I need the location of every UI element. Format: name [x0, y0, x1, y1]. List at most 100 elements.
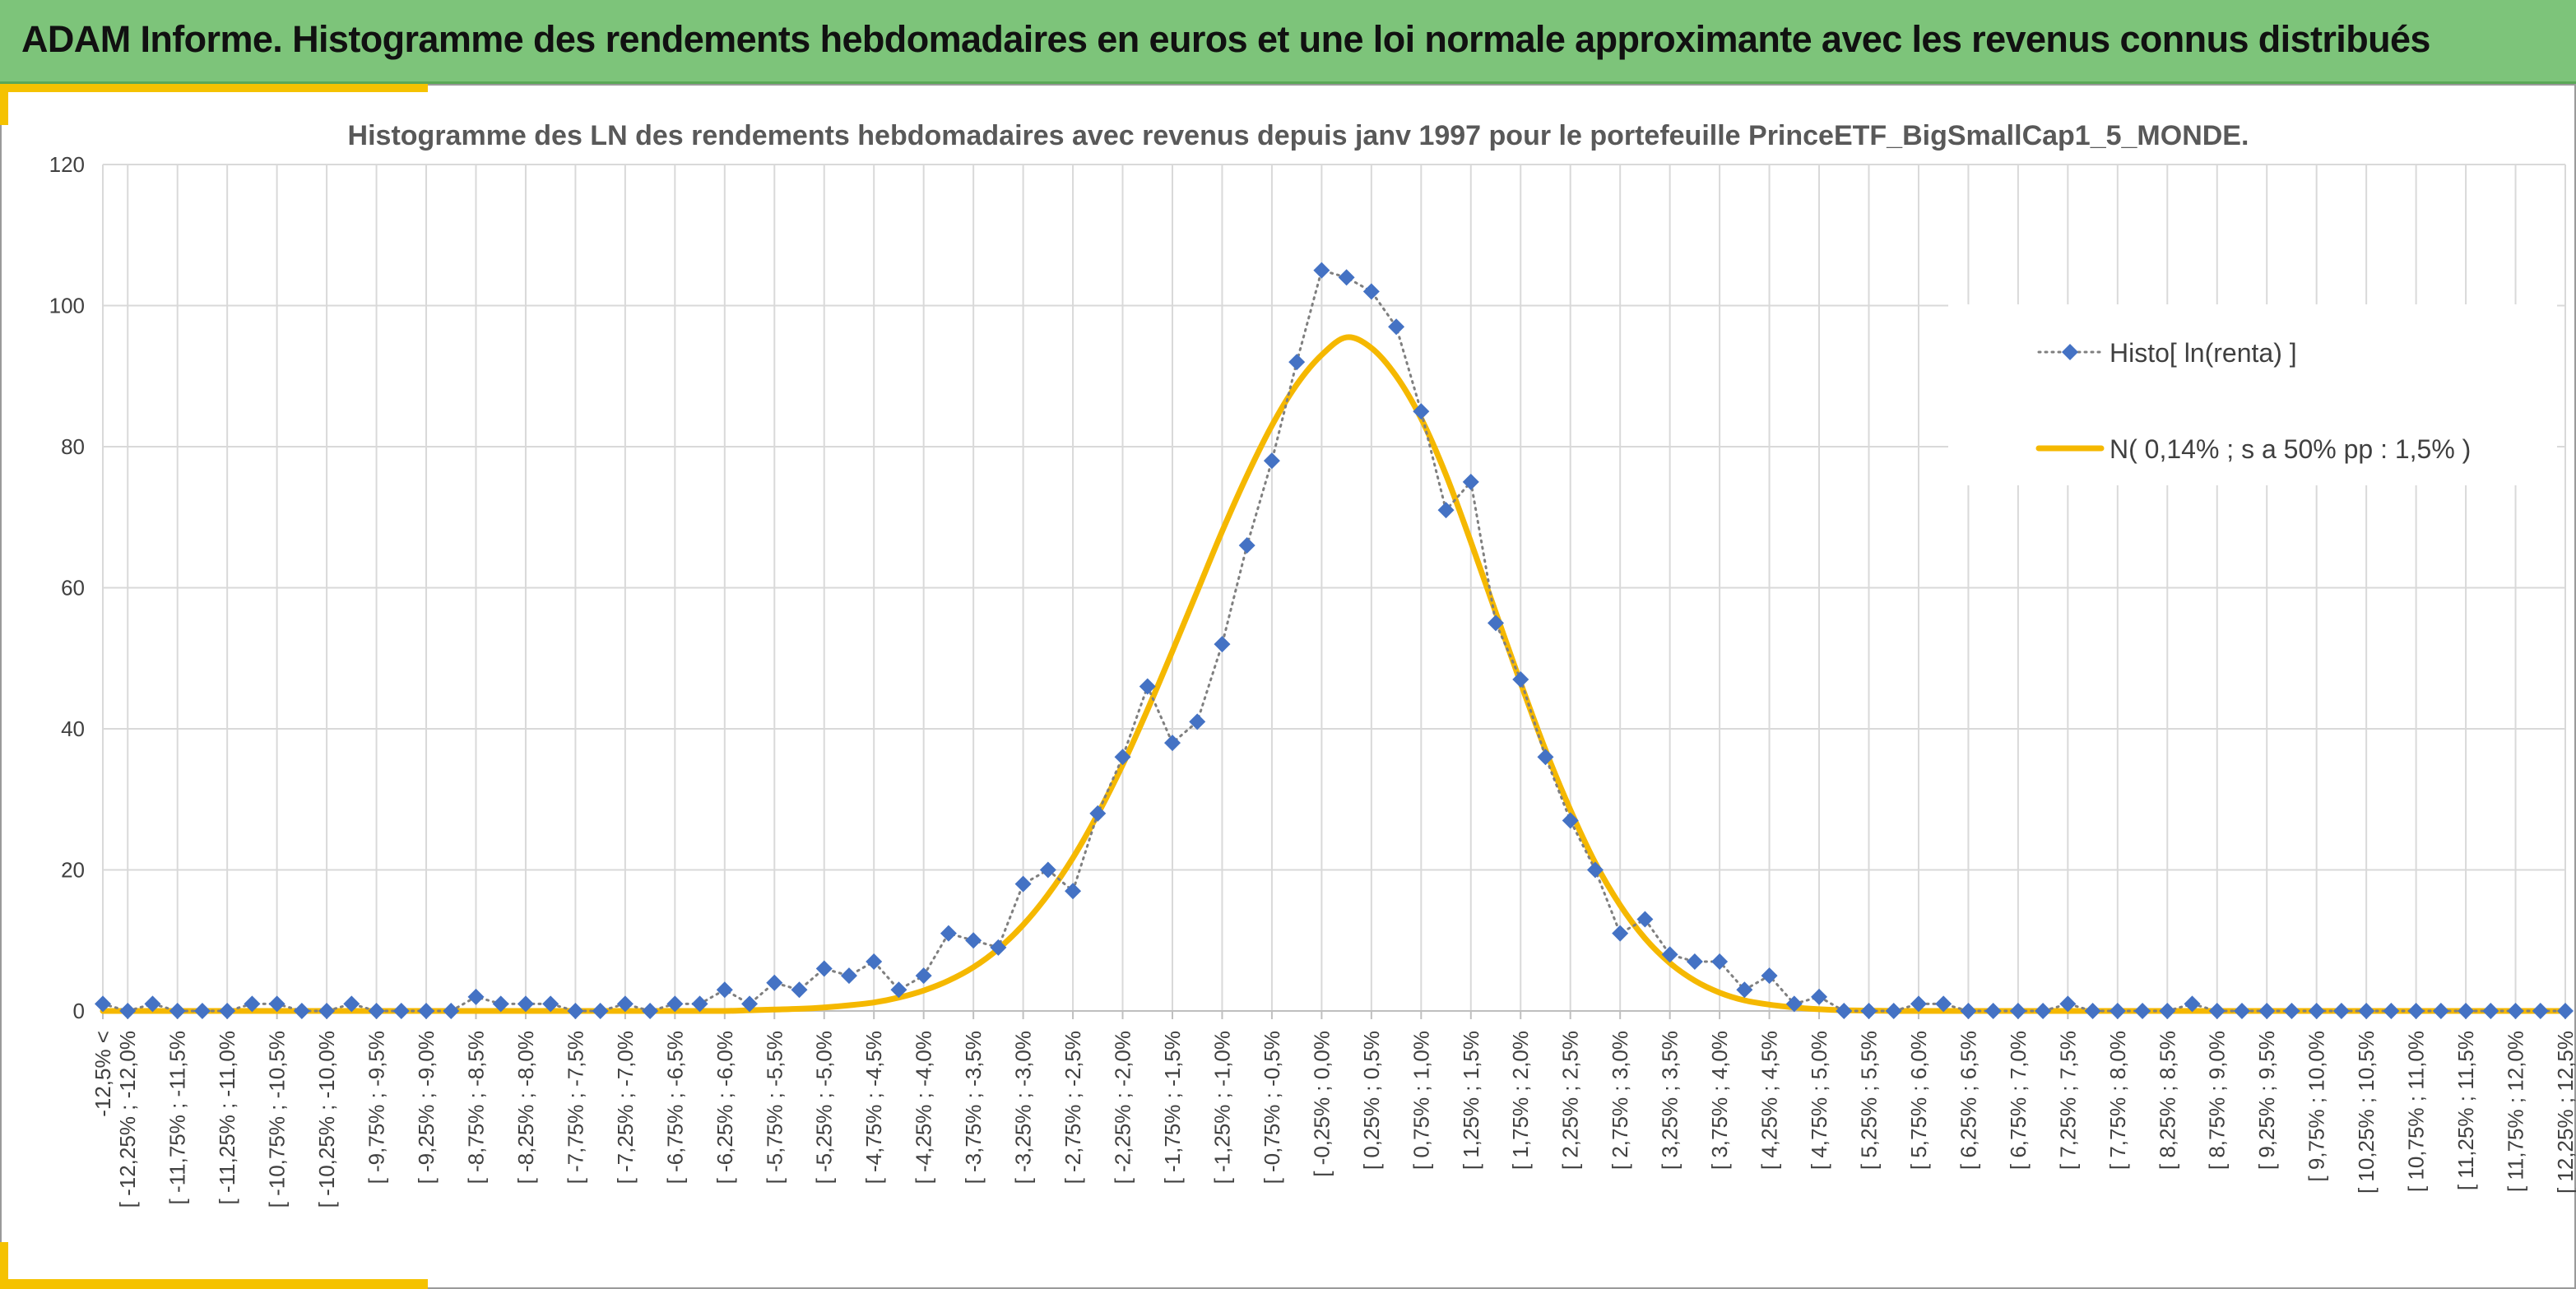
- histogram-point: [542, 995, 559, 1013]
- x-tick-label: [ -6,75% ; -6,5%: [662, 1031, 687, 1184]
- histogram-point: [2134, 1003, 2151, 1019]
- histogram-point: [666, 995, 684, 1013]
- histogram-point: [2532, 1003, 2549, 1019]
- histogram-point: [1960, 1003, 1977, 1019]
- x-tick-label: [ -3,25% ; -3,0%: [1011, 1031, 1036, 1184]
- gridlines: [102, 164, 2566, 1012]
- x-tick-label: [ -2,75% ; -2,5%: [1061, 1031, 1085, 1184]
- histogram-point: [1636, 911, 1654, 928]
- histogram-point: [1562, 812, 1579, 829]
- histogram-point: [1711, 953, 1729, 970]
- histogram-point: [2258, 1003, 2276, 1019]
- x-tick-label: [ 10,25% ; 10,5%: [2354, 1031, 2379, 1194]
- histogram-point: [244, 995, 261, 1013]
- x-tick-label: [ 10,75% ; 11,0%: [2404, 1031, 2429, 1192]
- histogram-point: [2432, 1003, 2449, 1019]
- x-tick-label: [ -4,25% ; -4,0%: [912, 1031, 936, 1184]
- histogram-point: [1860, 1003, 1877, 1019]
- x-tick-label: -12,5% <: [91, 1031, 115, 1117]
- chart-frame: [0, 84, 2576, 1289]
- x-tick-label: [ -0,25% ; 0,0%: [1309, 1031, 1334, 1177]
- histogram-point: [219, 1003, 236, 1019]
- histogram-point: [2358, 1003, 2375, 1019]
- histogram-point: [2482, 1003, 2499, 1019]
- x-tick-label: [ -12,25% ; -12,0%: [115, 1031, 140, 1208]
- histogram-point: [990, 939, 1007, 956]
- legend-normal-label: N( 0,14% ; s a 50% pp : 1,5% ): [2110, 434, 2471, 464]
- x-tick-label: [ -0,75% ; -0,5%: [1260, 1031, 1284, 1184]
- histogram-point: [443, 1003, 460, 1019]
- x-tick-label: [ -9,75% ; -9,5%: [364, 1031, 389, 1184]
- x-tick-label: [ 5,75% ; 6,0%: [1906, 1031, 1931, 1170]
- histogram-point: [2109, 1003, 2126, 1019]
- chart-title: Histogramme des LN des rendements hebdom…: [348, 120, 2249, 151]
- x-tick-label: [ -8,25% ; -8,0%: [513, 1031, 538, 1184]
- report-title: ADAM Informe. Histogramme des rendements…: [21, 18, 2430, 60]
- histogram-point: [1488, 614, 1505, 632]
- histogram-point: [766, 974, 783, 991]
- x-tick-label: [ 6,25% ; 6,5%: [1956, 1031, 1980, 1170]
- histogram-point: [368, 1003, 385, 1019]
- x-tick-label: [ -7,25% ; -7,0%: [613, 1031, 638, 1184]
- x-tick-label: [ -10,25% ; -10,0%: [314, 1031, 339, 1208]
- histogram-point: [815, 960, 833, 977]
- histogram-point: [1811, 988, 1828, 1005]
- x-tick-label: [ 9,25% ; 9,5%: [2254, 1031, 2279, 1170]
- histogram-point: [1686, 953, 1703, 970]
- x-tick-label: [ 9,75% ; 10,0%: [2304, 1031, 2329, 1182]
- report-banner: ADAM Informe. Histogramme des rendements…: [0, 0, 2576, 84]
- histogram-point: [119, 1003, 137, 1019]
- histogram-point: [890, 981, 907, 999]
- histogram-point: [866, 953, 883, 970]
- histogram-point: [1910, 995, 1927, 1013]
- x-tick-label: [ 8,25% ; 8,5%: [2155, 1031, 2179, 1170]
- histogram-point: [1014, 875, 1032, 893]
- y-tick-label: 100: [49, 294, 85, 318]
- histogram-point: [1586, 861, 1604, 879]
- y-tick-label: 0: [73, 999, 85, 1023]
- histogram-point: [567, 1003, 584, 1019]
- histogram-point: [1462, 473, 1479, 490]
- histogram-point: [1163, 735, 1181, 752]
- histogram-line: [101, 268, 2567, 1013]
- histogram-point: [616, 995, 634, 1013]
- histogram-point: [392, 1003, 410, 1019]
- histogram-point: [741, 995, 759, 1013]
- histogram-point: [268, 995, 285, 1013]
- y-tick-label: 80: [61, 434, 85, 459]
- histogram-point: [1189, 713, 1206, 730]
- x-tick-label: [ 4,25% ; 4,5%: [1757, 1031, 1782, 1170]
- x-tick-label: [ -2,25% ; -2,0%: [1111, 1031, 1135, 1184]
- x-tick-label: [ 8,75% ; 9,0%: [2205, 1031, 2230, 1170]
- histogram-point: [95, 995, 111, 1013]
- x-tick-label: [ -3,75% ; -3,5%: [961, 1031, 986, 1184]
- histogram-point: [1537, 749, 1554, 766]
- histogram-point: [1413, 403, 1430, 420]
- legend-background: [1948, 304, 2557, 485]
- histogram-point: [1139, 678, 1156, 695]
- legend-histogram-label: Histo[ ln(renta) ]: [2110, 338, 2297, 368]
- x-axis: -12,5% <[ -12,25% ; -12,0% [ -11,75% ; -1…: [91, 1010, 2576, 1208]
- x-tick-label: [ -10,75% ; -10,5%: [265, 1031, 290, 1208]
- histogram-point: [2159, 1003, 2176, 1019]
- histogram-point: [1785, 995, 1803, 1013]
- x-tick-label: [ 1,75% ; 2,0%: [1508, 1031, 1533, 1170]
- histogram-point: [1736, 981, 1753, 999]
- histogram-point: [144, 995, 161, 1013]
- histogram-point: [915, 967, 932, 985]
- histogram-point: [318, 1003, 336, 1019]
- histogram-point: [965, 932, 982, 949]
- histogram-point: [840, 967, 857, 985]
- histogram-point: [1065, 883, 1082, 900]
- histogram-point: [1984, 1003, 2002, 1019]
- x-tick-label: [ -1,25% ; -1,0%: [1209, 1031, 1234, 1184]
- legend: Histo[ ln(renta) ] N( 0,14% ; s a 50% pp …: [1948, 304, 2557, 485]
- y-tick-label: 60: [61, 576, 85, 600]
- histogram-point: [1388, 318, 1405, 336]
- y-tick-label: 120: [49, 152, 85, 177]
- x-tick-label: [ -4,75% ; -4,5%: [861, 1031, 886, 1184]
- histogram-point: [2035, 1003, 2052, 1019]
- histogram-point: [1836, 1003, 1853, 1019]
- frame-accent-bottom: [0, 1279, 428, 1289]
- histogram-point: [2208, 1003, 2226, 1019]
